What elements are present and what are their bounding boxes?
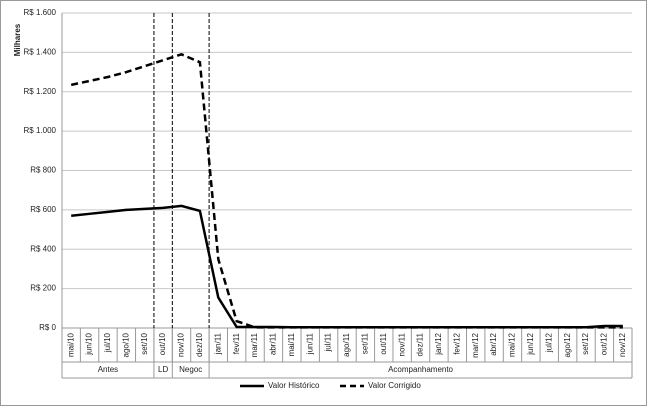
x-tick-label: abr/11	[269, 332, 278, 355]
x-tick-label: ago/12	[563, 332, 572, 357]
x-tick-label: mar/11	[250, 332, 259, 357]
x-tick-label: mai/12	[508, 332, 517, 357]
x-tick-label: ago/11	[342, 332, 351, 356]
y-tick-label: R$ 200	[30, 284, 56, 293]
x-tick-label: abr/12	[489, 332, 498, 355]
x-tick-label: out/11	[379, 332, 388, 354]
x-tick-label: fev/12	[452, 332, 461, 354]
x-tick-label: jul/10	[103, 332, 112, 353]
legend-label: Valor Corrigido	[368, 381, 421, 390]
x-tick-label: jun/12	[526, 332, 535, 355]
y-tick-label: R$ 1.000	[24, 126, 57, 135]
y-axis-title: Milhares	[13, 23, 22, 56]
x-tick-label: jun/11	[305, 332, 314, 355]
x-tick-label: jul/11	[324, 332, 333, 352]
x-tick-label: nov/10	[177, 332, 186, 357]
x-tick-label: dez/11	[416, 332, 425, 356]
x-tick-label: mai/11	[287, 332, 296, 356]
y-tick-label: R$ 1.600	[24, 8, 57, 17]
group-label: LD	[158, 365, 168, 374]
y-tick-label: R$ 400	[30, 244, 56, 253]
group-label: Antes	[98, 365, 118, 374]
y-tick-label: R$ 1.200	[24, 87, 57, 96]
x-tick-label: mar/12	[471, 332, 480, 357]
x-tick-label: ago/10	[121, 332, 130, 357]
x-tick-label: set/10	[140, 332, 149, 354]
x-tick-label: out/12	[600, 332, 609, 355]
group-label: Acompanhamento	[388, 365, 453, 374]
group-label: Negoc	[179, 365, 202, 374]
x-tick-label: dez/10	[195, 332, 204, 357]
x-tick-label: jul/12	[544, 332, 553, 353]
x-tick-label: out/10	[158, 332, 167, 355]
x-tick-label: set/11	[360, 332, 369, 354]
y-tick-label: R$ 1.400	[24, 47, 57, 56]
x-tick-label: nov/11	[397, 332, 406, 356]
x-tick-label: jan/12	[434, 332, 443, 355]
x-tick-label: nov/12	[618, 332, 627, 357]
x-tick-label: jun/10	[85, 332, 94, 355]
legend-label: Valor Histórico	[268, 381, 320, 390]
series-line	[70, 53, 623, 329]
x-tick-label: fev/11	[232, 332, 241, 354]
y-tick-label: R$ 600	[30, 205, 56, 214]
y-tick-label: R$ 0	[39, 323, 56, 332]
x-tick-label: jan/11	[213, 332, 222, 355]
y-tick-label: R$ 800	[30, 166, 56, 175]
x-tick-label: mai/10	[66, 332, 75, 357]
x-tick-label: set/12	[581, 332, 590, 354]
